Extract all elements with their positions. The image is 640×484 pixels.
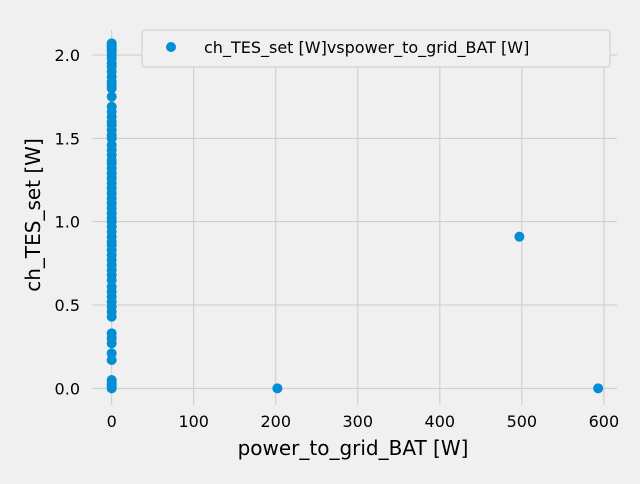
- x-tick-label: 600: [589, 412, 620, 431]
- data-point: [272, 383, 283, 394]
- x-tick-label: 200: [260, 412, 291, 431]
- data-point: [106, 383, 117, 394]
- y-tick-label: 0.5: [55, 296, 80, 315]
- y-tick-label: 2.0: [55, 46, 80, 65]
- data-point: [106, 311, 117, 322]
- x-tick-label: 400: [425, 412, 456, 431]
- y-tick-labels: 0.0 0.5 1.0 1.5 2.0: [55, 46, 80, 398]
- data-point: [106, 83, 117, 94]
- y-axis-label: ch_TES_set [W]: [21, 138, 45, 292]
- plot-area: [92, 30, 617, 405]
- x-tick-label: 500: [507, 412, 538, 431]
- data-point: [106, 338, 117, 349]
- x-axis-label: power_to_grid_BAT [W]: [238, 436, 469, 460]
- x-tick-label: 100: [178, 412, 209, 431]
- legend-label: ch_TES_set [W]vspower_to_grid_BAT [W]: [204, 38, 529, 58]
- data-point: [106, 355, 117, 365]
- legend-box: [141, 29, 611, 68]
- data-point: [514, 231, 525, 242]
- y-tick-label: 1.5: [55, 129, 80, 148]
- y-tick-label: 0.0: [55, 379, 80, 398]
- x-tick-label: 300: [343, 412, 374, 431]
- y-tick-label: 1.0: [55, 213, 80, 232]
- legend: ch_TES_set [W]vspower_to_grid_BAT [W]: [141, 29, 611, 68]
- x-tick-label: 0: [107, 412, 117, 431]
- data-point: [106, 91, 117, 102]
- x-tick-labels: 0 100 200 300 400 500 600: [107, 412, 620, 431]
- legend-marker: [166, 42, 176, 52]
- data-point: [593, 383, 604, 394]
- data-points: [106, 38, 604, 394]
